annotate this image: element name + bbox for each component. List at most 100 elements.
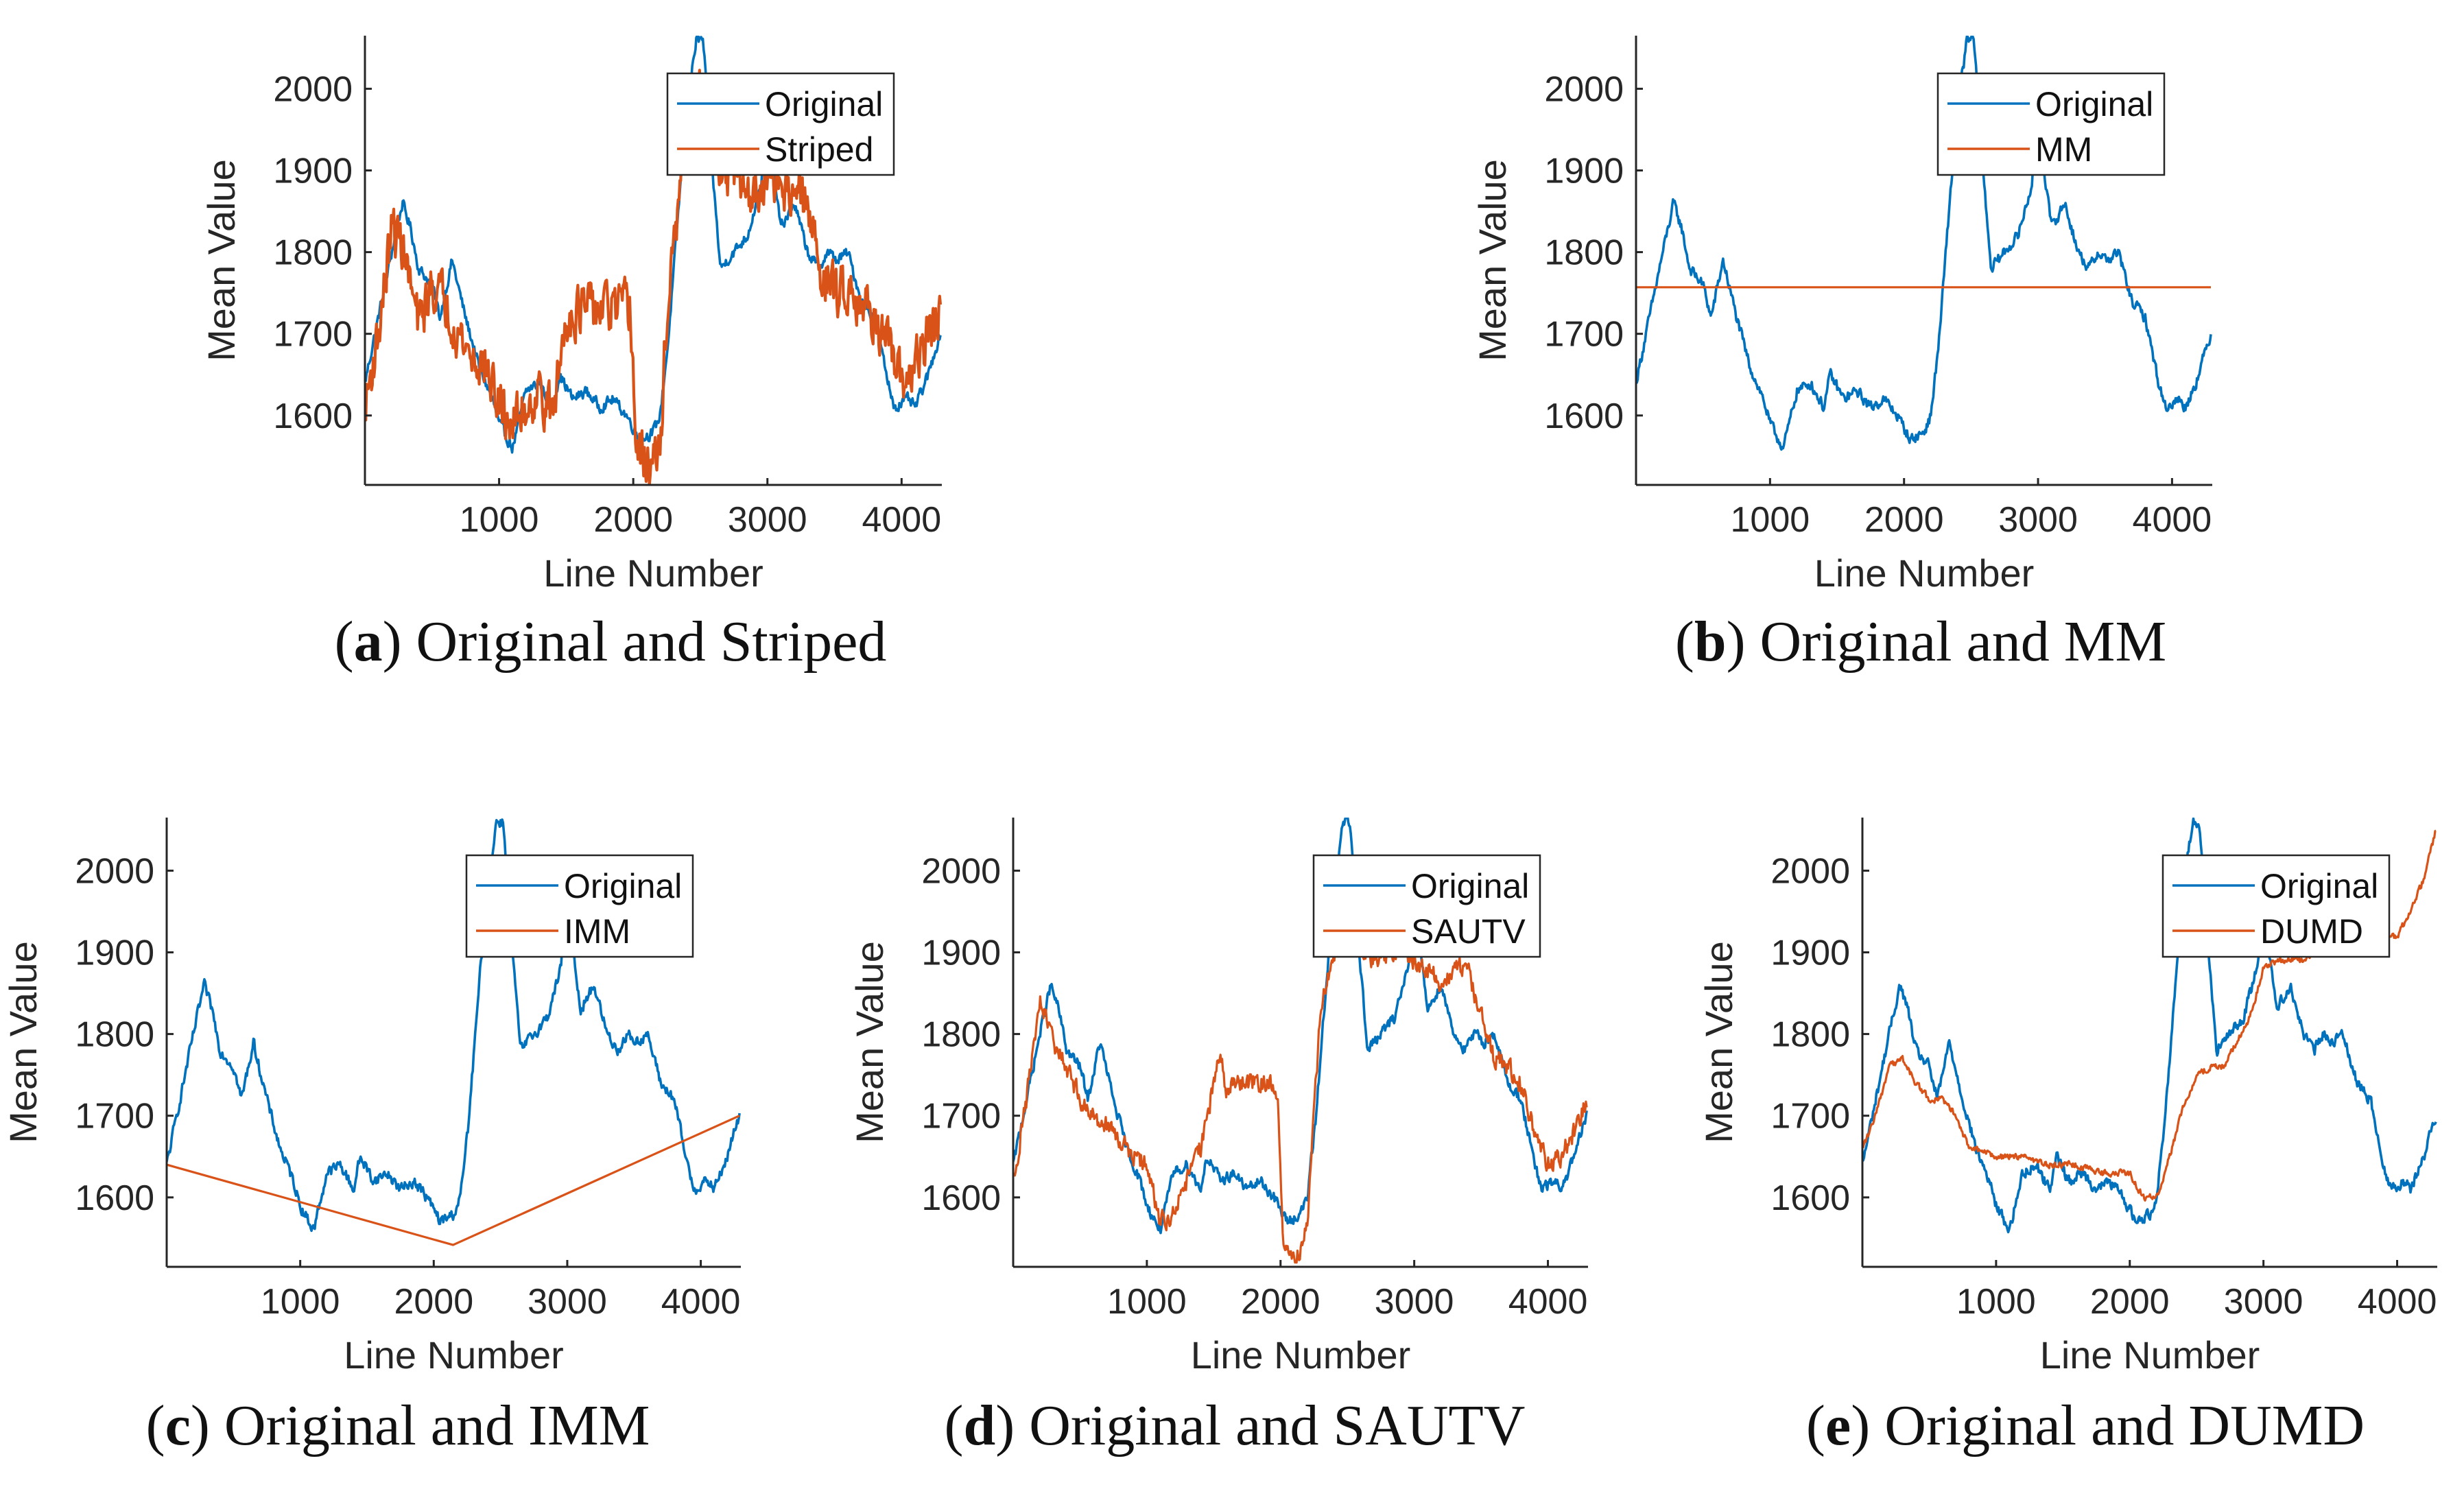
- series-line-original: [365, 36, 942, 454]
- y-tick-label: 1800: [1544, 233, 1624, 273]
- caption-paren-open: (: [145, 1394, 165, 1458]
- caption-paren-open: (: [334, 610, 354, 674]
- y-axis-label: Mean Value: [848, 941, 891, 1143]
- caption-letter: b: [1694, 610, 1727, 674]
- y-tick-label: 1700: [921, 1097, 1001, 1137]
- y-tick-label: 1800: [273, 233, 353, 273]
- y-tick-label: 1600: [75, 1178, 154, 1218]
- y-axis-label: Mean Value: [1471, 159, 1514, 361]
- y-axis-label: Mean Value: [1697, 941, 1740, 1143]
- x-tick-label: 2000: [2090, 1282, 2170, 1322]
- chart-d: 1000 2000 3000 4000 1600 1700 1800 1900 2000 Line…: [848, 818, 1588, 1377]
- x-tick-label: 2000: [394, 1282, 473, 1322]
- legend-box: [666, 72, 895, 176]
- legend-label-imm: IMM: [564, 912, 630, 951]
- caption-c: (c) Original and IMM: [146, 1392, 650, 1459]
- series-line-original: [1013, 818, 1588, 1235]
- series-line-original: [1636, 36, 2212, 451]
- caption-b: (b) Original and MM: [1675, 608, 2166, 675]
- caption-d: (d) Original and SAUTV: [945, 1392, 1526, 1459]
- x-axis-label: Line Number: [2040, 1333, 2260, 1377]
- caption-text: Original and Striped: [416, 610, 887, 674]
- caption-text: Original and DUMD: [1884, 1394, 2365, 1458]
- x-tick-label: 1000: [460, 500, 539, 540]
- y-tick-label: 1800: [921, 1015, 1001, 1055]
- y-tick-label: 1900: [921, 933, 1001, 973]
- y-tick-label: 1700: [75, 1097, 154, 1137]
- y-tick-label: 1900: [1770, 933, 1850, 973]
- y-tick-label: 1900: [1544, 152, 1624, 191]
- caption-letter: c: [165, 1394, 191, 1458]
- legend-box: [465, 854, 694, 958]
- legend-box: [2161, 854, 2391, 958]
- caption-letter: d: [963, 1394, 996, 1458]
- series-line-sautv: [1013, 931, 1588, 1264]
- chart-b: 1000 2000 3000 4000 1600 1700 1800 1900 2000 Line…: [1471, 36, 2212, 595]
- x-axis-label: Line Number: [543, 551, 763, 595]
- series-line-imm: [167, 1115, 740, 1246]
- y-tick-label: 1600: [921, 1178, 1001, 1218]
- x-tick-label: 4000: [661, 1282, 741, 1322]
- y-tick-label: 2000: [921, 851, 1001, 891]
- x-tick-label: 3000: [2224, 1282, 2303, 1322]
- caption-paren-close: ): [1726, 610, 1760, 674]
- caption-a: (a) Original and Striped: [335, 608, 887, 675]
- caption-e: (e) Original and DUMD: [1806, 1392, 2365, 1459]
- legend-label-dumd: DUMD: [2260, 912, 2363, 951]
- y-tick-label: 1600: [1770, 1178, 1850, 1218]
- y-tick-label: 1700: [1544, 315, 1624, 355]
- x-tick-label: 1000: [1731, 500, 1810, 540]
- legend: Original Striped: [666, 72, 895, 176]
- caption-paren-open: (: [1674, 610, 1694, 674]
- chart-a: 1000 2000 3000 4000 1600 1700 1800 1900 2000 Line…: [200, 36, 942, 595]
- caption-paren-close: ): [190, 1394, 224, 1458]
- caption-text: Original and SAUTV: [1029, 1394, 1526, 1458]
- x-tick-label: 2000: [593, 500, 673, 540]
- x-tick-label: 4000: [862, 500, 941, 540]
- legend: Original SAUTV: [1312, 854, 1541, 958]
- legend-label-mm: MM: [2035, 130, 2092, 169]
- caption-paren-close: ): [995, 1394, 1030, 1458]
- x-tick-label: 4000: [2133, 500, 2212, 540]
- legend-label-original: Original: [1411, 867, 1529, 905]
- caption-text: Original and IMM: [224, 1394, 650, 1458]
- y-tick-label: 1900: [273, 152, 353, 191]
- y-axis-label: Mean Value: [200, 159, 243, 361]
- chart-e: 1000 2000 3000 4000 1600 1700 1800 1900 2000 Line…: [1697, 818, 2437, 1377]
- x-tick-label: 2000: [1241, 1282, 1320, 1322]
- y-tick-label: 1800: [75, 1015, 154, 1055]
- y-tick-label: 2000: [1770, 851, 1850, 891]
- y-tick-label: 1900: [75, 933, 154, 973]
- y-tick-label: 1600: [273, 396, 353, 436]
- caption-paren-close: ): [382, 610, 416, 674]
- caption-letter: e: [1825, 1394, 1851, 1458]
- legend-label-sautv: SAUTV: [1411, 912, 1526, 951]
- x-tick-label: 2000: [1864, 500, 1944, 540]
- x-tick-label: 1000: [261, 1282, 340, 1322]
- legend: Original DUMD: [2161, 854, 2391, 958]
- x-tick-label: 3000: [1375, 1282, 1454, 1322]
- y-tick-label: 1700: [273, 315, 353, 355]
- series-line-original: [167, 818, 741, 1233]
- y-tick-label: 1600: [1544, 396, 1624, 436]
- x-axis-label: Line Number: [1814, 551, 2035, 595]
- y-tick-label: 2000: [1544, 69, 1624, 109]
- y-tick-label: 1700: [1770, 1097, 1850, 1137]
- x-tick-label: 3000: [528, 1282, 607, 1322]
- x-axis-label: Line Number: [1191, 1333, 1411, 1377]
- x-tick-label: 4000: [1508, 1282, 1588, 1322]
- x-tick-label: 4000: [2358, 1282, 2437, 1322]
- series-line-striped: [365, 69, 942, 485]
- legend: Original IMM: [465, 854, 694, 958]
- x-tick-label: 1000: [1107, 1282, 1187, 1322]
- caption-letter: a: [353, 610, 383, 674]
- series-line-original: [1862, 818, 2437, 1234]
- x-axis-label: Line Number: [344, 1333, 564, 1377]
- x-tick-label: 3000: [728, 500, 807, 540]
- y-tick-label: 2000: [75, 851, 154, 891]
- caption-text: Original and MM: [1760, 610, 2167, 674]
- caption-paren-open: (: [944, 1394, 964, 1458]
- legend-label-original: Original: [765, 85, 883, 123]
- y-tick-label: 2000: [273, 69, 353, 109]
- x-tick-label: 1000: [1956, 1282, 2036, 1322]
